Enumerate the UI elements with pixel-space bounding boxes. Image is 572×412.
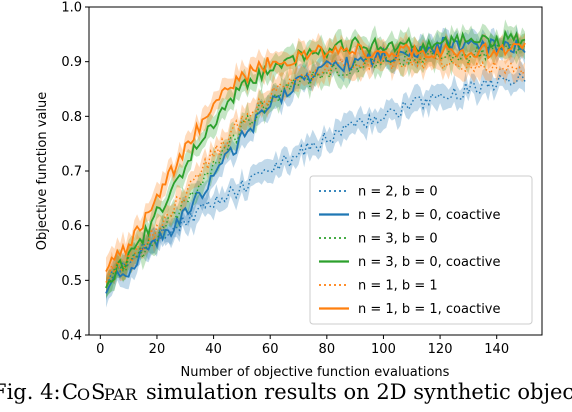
legend-label: n = 2, b = 0, coactive: [358, 208, 501, 223]
y-axis: 0.4 0.5 0.6 0.7 0.8 0.9 1.0: [61, 1, 89, 344]
caption-name-par: PAR: [104, 385, 137, 404]
caption-name-o: O: [77, 385, 91, 404]
y-tick-label: 0.8: [61, 110, 82, 125]
series-band: [106, 25, 525, 308]
figure-caption: Fig. 4: C O S PAR simulation results on …: [0, 380, 572, 412]
x-tick-label: 60: [262, 342, 279, 357]
legend-label: n = 3, b = 0: [358, 232, 438, 247]
legend: n = 2, b = 0 n = 2, b = 0, coactive n = 3,…: [309, 175, 533, 325]
x-tick-label: 40: [205, 342, 222, 357]
series-lines: [105, 29, 526, 294]
confidence-bands: [106, 19, 525, 308]
y-axis-label: Objective function value: [35, 92, 50, 251]
series-line: [105, 42, 526, 289]
y-tick-label: 0.5: [61, 274, 82, 289]
x-axis-label: Number of objective function evaluations: [181, 365, 450, 380]
legend-box: [309, 175, 533, 325]
y-tick-label: 0.4: [61, 329, 82, 344]
legend-label: n = 1, b = 1, coactive: [358, 302, 501, 317]
legend-label: n = 1, b = 1: [358, 279, 438, 294]
x-tick-label: 0: [96, 342, 104, 357]
caption-prefix: Fig. 4:: [0, 380, 61, 404]
series-band: [106, 42, 525, 295]
y-tick-label: 1.0: [61, 1, 82, 16]
y-tick-label: 0.7: [61, 165, 82, 180]
chart: 0 20 40 60 80 100 120 140 0.4 0.5 0.6 0.7 0.8 0.9 1.0…: [35, 1, 543, 380]
legend-label: n = 3, b = 0, coactive: [358, 255, 501, 270]
series-band: [106, 60, 525, 301]
y-tick-label: 0.9: [61, 55, 82, 70]
series-line: [105, 54, 526, 283]
x-tick-label: 120: [428, 342, 453, 357]
y-tick-label: 0.6: [61, 219, 82, 234]
x-tick-label: 80: [319, 342, 336, 357]
x-tick-label: 140: [484, 342, 509, 357]
x-axis: 0 20 40 60 80 100 120 140: [96, 335, 509, 357]
x-tick-label: 20: [149, 342, 166, 357]
series-line: [105, 42, 526, 272]
series-band: [106, 29, 525, 298]
caption-name-c: C: [62, 380, 79, 404]
x-tick-label: 100: [371, 342, 396, 357]
series-band: [106, 19, 525, 299]
caption-name-s: S: [91, 380, 106, 404]
series-line: [105, 72, 526, 289]
legend-label: n = 2, b = 0: [358, 185, 438, 200]
caption-rest: simulation results on 2D synthetic objec…: [146, 380, 572, 404]
